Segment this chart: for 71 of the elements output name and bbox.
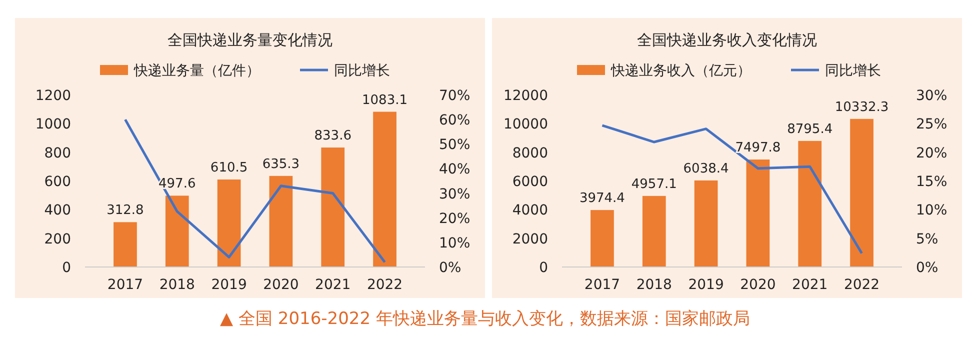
text: 635.3 [262,156,300,172]
chart-title: 全国快递业务量变化情况 [168,31,332,49]
legend-label: 快递业务量（亿件） [133,63,260,79]
y2-tick-label: 50% [439,137,470,154]
text: 1083.1 [362,92,408,108]
y-tick-label: 8000 [512,145,548,162]
chart-title: 全国快递业务收入变化情况 [637,31,817,49]
text: 7497.8 [735,140,781,156]
text: 312.8 [106,203,144,218]
x-tick-label: 2020 [740,277,776,293]
bar [590,210,614,267]
bar [642,196,666,267]
y-tick-label: 800 [44,145,71,162]
bar [694,180,718,267]
y-tick-label: 10000 [503,116,548,133]
x-tick-label: 2019 [688,277,724,293]
x-tick-label: 2018 [636,277,672,293]
text: 6038.4 [683,161,729,176]
y-tick-label: 0 [539,260,548,276]
bar [321,148,345,267]
bar [269,176,293,267]
y2-tick-label: 30% [916,88,948,104]
y2-tick-label: 5% [916,231,938,248]
x-tick-label: 2020 [263,277,299,293]
bar [798,140,822,267]
y2-tick-label: 0% [916,260,938,276]
y2-tick-label: 40% [439,162,470,178]
x-tick-label: 2018 [159,277,195,293]
y-tick-label: 1000 [35,116,71,133]
bar [373,112,396,267]
y2-tick-label: 15% [916,174,948,190]
text: 8795.4 [787,122,833,137]
y2-tick-label: 30% [439,186,470,202]
y-tick-label: 6000 [512,174,548,190]
bar [217,179,241,267]
bar [746,160,770,267]
y-tick-label: 2000 [512,231,548,248]
x-tick-label: 2019 [211,277,247,293]
y-tick-label: 0 [62,260,71,276]
y2-tick-label: 25% [916,116,948,133]
text: 833.6 [314,128,352,144]
x-tick-label: 2017 [107,277,144,293]
text: ▲ 全国 2016-2022 年快递业务量与收入变化，数据来源：国家邮政局 [220,309,750,329]
text: 3974.4 [579,191,625,206]
y2-tick-label: 10% [916,202,948,219]
text: 610.5 [210,160,248,176]
bar [114,222,137,267]
bar [165,196,189,267]
text: 4957.1 [631,176,677,192]
legend-label: 同比增长 [334,63,390,79]
legend-label: 同比增长 [825,63,881,79]
x-tick-label: 2022 [844,277,880,293]
x-tick-label: 2021 [315,277,351,293]
y2-tick-label: 20% [916,145,948,162]
y-tick-label: 12000 [503,88,548,104]
y-tick-label: 200 [44,231,71,248]
x-tick-label: 2022 [366,277,403,293]
y2-tick-label: 70% [439,88,470,104]
y-tick-label: 4000 [512,202,548,219]
y2-tick-label: 20% [439,210,470,227]
y-tick-label: 400 [44,202,71,219]
legend-label: 快递业务收入（亿元） [610,63,751,79]
y2-tick-label: 10% [439,235,470,252]
y2-tick-label: 60% [439,112,470,129]
y2-tick-label: 0% [439,260,462,276]
text: 10332.3 [834,100,889,115]
x-tick-label: 2021 [792,277,828,293]
bar [850,118,874,267]
x-tick-label: 2017 [584,277,620,293]
y-tick-label: 600 [44,174,71,190]
y-tick-label: 1200 [35,88,71,104]
